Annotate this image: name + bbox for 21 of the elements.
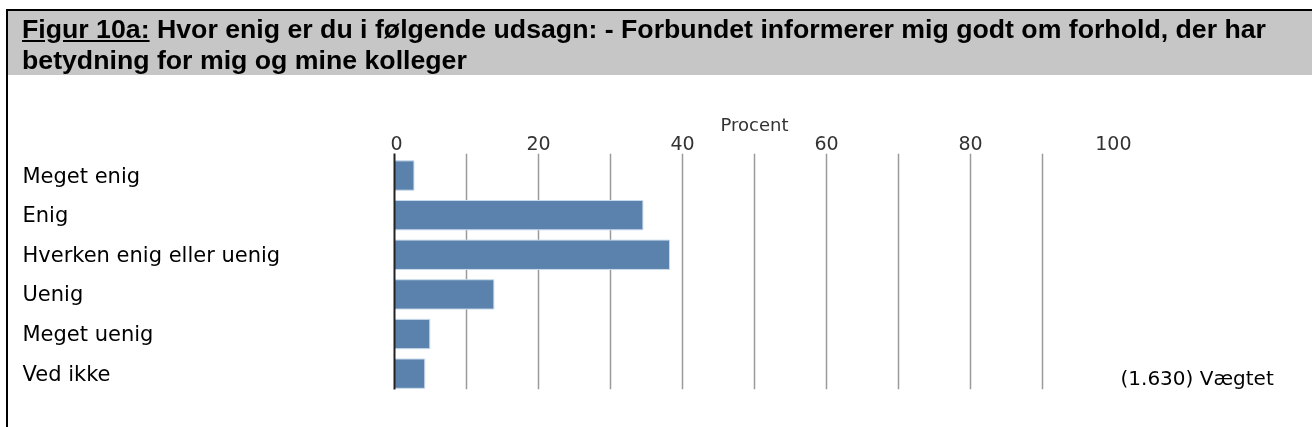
y-tick-label: Meget uenig	[22, 322, 154, 347]
x-tick-label: 40	[670, 131, 695, 154]
x-tick-label: 0	[390, 131, 403, 154]
bar	[394, 160, 415, 191]
x-tick-label: 100	[1095, 131, 1132, 154]
text: (1.630) Vægtet	[1120, 365, 1274, 390]
x-tick-label: 20	[526, 131, 551, 154]
chart-title: Figur 10a: Hvor enig er du i følgende udsagn: - Forbundet informerer mig godt om forhold, der har betydning for mig og mine kolleger	[21, 13, 1266, 76]
bar	[394, 358, 426, 389]
y-tick-label: Meget enig	[22, 163, 141, 188]
x-axis-title: Procent	[720, 113, 789, 135]
y-tick-label: Uenig	[22, 282, 84, 307]
bar	[394, 199, 644, 231]
y-tick-label: Ved ikke	[22, 361, 111, 386]
bar	[394, 318, 431, 350]
x-tick-label: 60	[814, 131, 839, 154]
bar	[394, 239, 671, 270]
x-tick-label: 80	[958, 131, 983, 154]
y-tick-label: Hverken enig eller uenig	[22, 242, 281, 267]
y-tick-label: Enig	[22, 203, 69, 228]
bar	[394, 279, 495, 310]
